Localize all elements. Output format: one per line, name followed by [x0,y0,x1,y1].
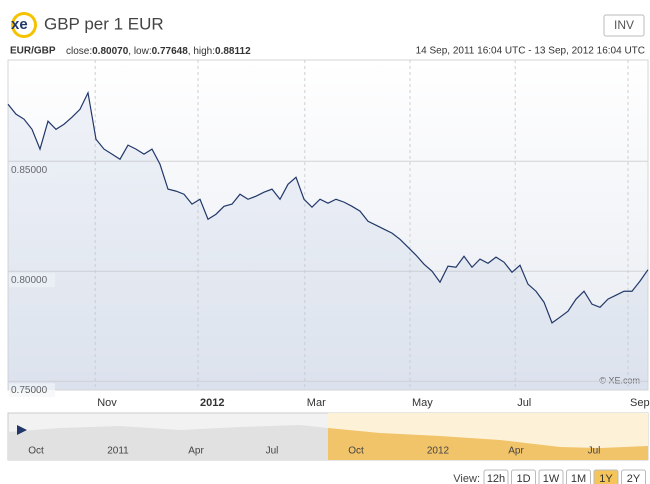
logo: xe [11,16,28,33]
range-button-label[interactable]: 2Y [627,473,641,484]
x-tick-label: Sep [630,397,650,409]
navigator-label: Oct [348,446,364,457]
navigator-area-selected [328,428,648,460]
range-button[interactable] [511,469,536,484]
navigator-label: Jul [266,446,279,457]
line [7,90,649,324]
line-area [8,92,648,390]
plot-area [7,59,649,391]
stat-label: , high: [188,46,215,57]
range-button[interactable] [483,469,509,484]
range-button-label[interactable]: 1W [543,473,560,484]
range-button[interactable] [538,469,564,484]
navigator-label: 2012 [427,446,450,457]
view-label: View: [453,473,480,484]
chart-title: GBP per 1 EUR [44,14,164,33]
y-tick-label: 0.75000 [11,385,48,396]
logo-inner [14,15,34,35]
x-tick-label: Nov [97,397,117,409]
navigator-area [8,425,328,460]
x-tick-label: Jul [517,397,531,409]
navigator-label: Apr [508,446,524,457]
x-tick-label: Mar [307,397,326,409]
navigator-label: Oct [28,446,44,457]
stat-value: 0.88112 [215,46,251,57]
stats: close:0.80070, low:0.77648, high:0.88112 [66,46,251,57]
navigator-arrow[interactable] [17,425,27,435]
date-range: 14 Sep, 2011 16:04 UTC - 13 Sep, 2012 16… [416,46,645,57]
range-button-label[interactable]: 12h [487,473,505,484]
range-button[interactable] [593,469,619,484]
y-tick-label: 0.80000 [11,275,48,286]
inv-button-label[interactable]: INV [614,18,634,32]
stat-value: 0.77648 [152,46,189,57]
pair: EUR/GBP [10,46,56,57]
stat-label: , low: [128,46,151,57]
x-tick-label: May [412,397,433,409]
y-tick-label: 0.85000 [11,165,48,176]
y-tick-box [9,383,55,398]
navigator-label: 2011 [107,446,129,457]
navigator-label: Apr [188,446,204,457]
range-button-label[interactable]: 1Y [599,473,613,484]
range-button[interactable] [621,469,646,484]
stat-value: 0.80070 [92,46,129,57]
stat-label: close: [66,46,92,57]
y-tick-box [9,163,55,178]
x-tick-label: 2012 [200,397,224,409]
range-button-label[interactable]: 1M [571,473,586,484]
watermark: © XE.com [599,375,640,385]
range-button-label[interactable]: 1D [516,473,530,484]
y-tick-box [9,273,55,288]
range-button[interactable] [566,469,591,484]
navigator[interactable] [7,412,649,461]
navigator-label: Jul [588,446,601,457]
inv-button[interactable] [603,14,645,37]
